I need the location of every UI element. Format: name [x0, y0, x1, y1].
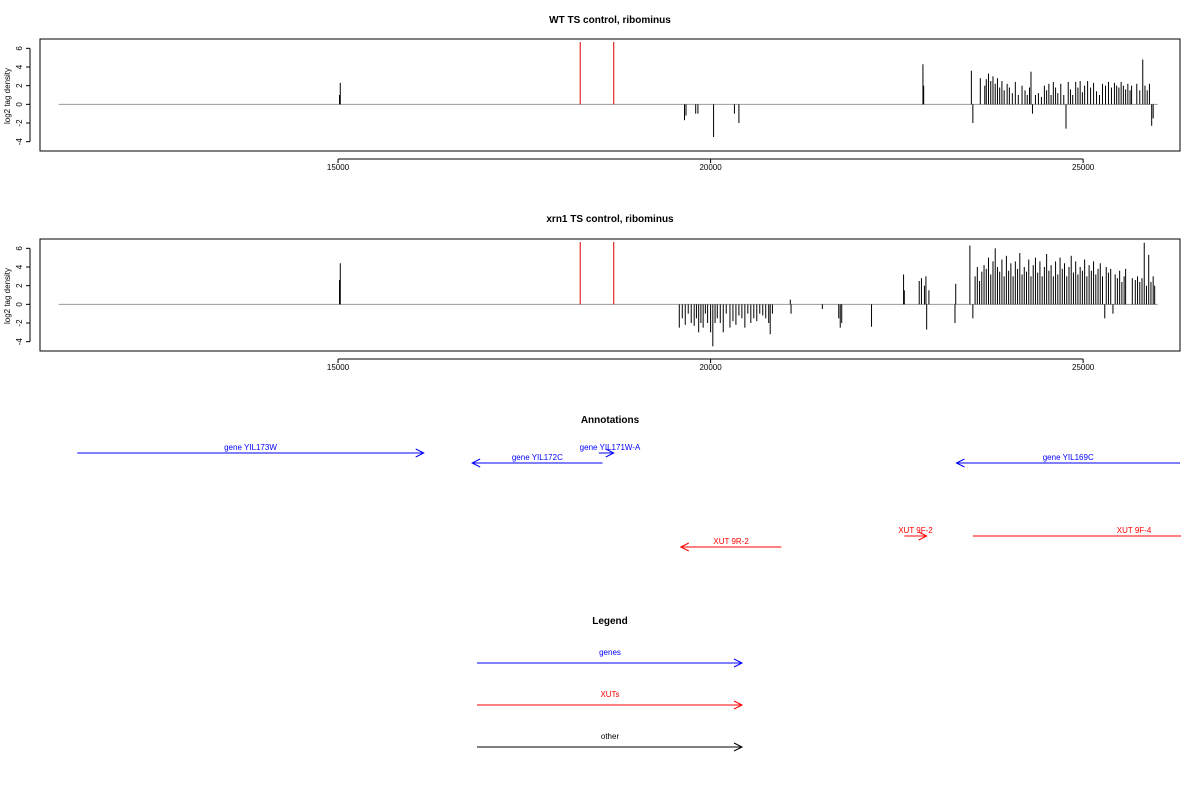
xrn1-y-tick-label: 2	[15, 283, 24, 288]
legend-other-label: other	[601, 732, 620, 741]
xrn1-plot-frame	[39, 238, 1181, 352]
xrn1-x-tick-label: 20000	[699, 363, 722, 372]
xrn1-panel-title: xrn1 TS control, ribominus	[546, 214, 674, 225]
legend-title: Legend	[592, 616, 628, 627]
wt-y-tick-label: 0	[15, 102, 24, 107]
annotation-xut-label: XUT 9F-2	[898, 526, 933, 535]
xrn1-y-tick-label: -2	[15, 319, 24, 327]
annotation-xut-arrow-head	[918, 531, 928, 541]
annotation-gene-arrow-head	[605, 448, 615, 458]
xrn1-y-tick-label: 0	[15, 302, 24, 307]
annotation-xut-label: XUT 9F-4	[1117, 526, 1152, 535]
annotation-gene-arrow-head	[415, 448, 425, 458]
xrn1-y-tick-label: 4	[15, 264, 24, 269]
wt-panel-title: WT TS control, ribominus	[549, 15, 671, 26]
annotation-gene-label: gene YIL172C	[512, 453, 563, 462]
wt-plot-area: -4 -2 0 2 4 6 15000 20000 25000	[15, 38, 1181, 172]
legend-panel: Legend genes XUTs other	[477, 616, 744, 752]
wt-y-tick-label: -4	[15, 138, 24, 146]
wt-x-tick-label: 15000	[327, 163, 350, 172]
wt-y-tick-label: 4	[15, 64, 24, 69]
xrn1-x-tick-label: 25000	[1072, 363, 1095, 372]
legend-gene-label: genes	[599, 648, 621, 657]
annotation-gene-label: gene YIL173W	[224, 443, 277, 452]
xrn1-plot-area: -4 -2 0 2 4 6 15000 20000 25000	[15, 238, 1181, 372]
xrn1-panel-ylabel: log2 tag density	[3, 268, 12, 324]
annotation-xut-arrow-head	[679, 542, 690, 552]
annotation-tracks: gene YIL173W gene YIL172C gene YIL171W-A ge…	[77, 443, 1181, 552]
xrn1-x-tick-label: 15000	[327, 363, 350, 372]
wt-panel-ylabel: log2 tag density	[3, 68, 12, 124]
legend-other-arrow-head	[733, 742, 744, 752]
wt-y-tick-label: -2	[15, 119, 24, 127]
legend-xut-arrow-head	[733, 700, 744, 710]
xrn1-y-tick-label: -4	[15, 338, 24, 346]
xrn1-y-tick-label: 6	[15, 246, 24, 251]
wt-y-tick-label: 6	[15, 46, 24, 51]
annotation-gene-arrow-head	[955, 458, 965, 468]
legend-gene-arrow-head	[733, 658, 744, 668]
annotation-gene-arrow-head	[471, 458, 481, 468]
annotation-gene-label: gene YIL169C	[1043, 453, 1094, 462]
legend-xut-label: XUTs	[600, 690, 619, 699]
wt-plot-frame	[39, 38, 1181, 152]
wt-density-panel: WT TS control, ribominus log2 tag densit…	[3, 15, 1181, 172]
wt-x-tick-label: 25000	[1072, 163, 1095, 172]
annotations-title: Annotations	[581, 415, 640, 426]
annotation-gene-label: gene YIL171W-A	[580, 443, 641, 452]
xrn1-density-panel: xrn1 TS control, ribominus log2 tag dens…	[3, 214, 1181, 372]
wt-y-tick-label: 2	[15, 83, 24, 88]
annotation-xut-label: XUT 9R-2	[713, 537, 749, 546]
wt-x-tick-label: 20000	[699, 163, 722, 172]
legend-items: genes XUTs other	[477, 648, 744, 752]
